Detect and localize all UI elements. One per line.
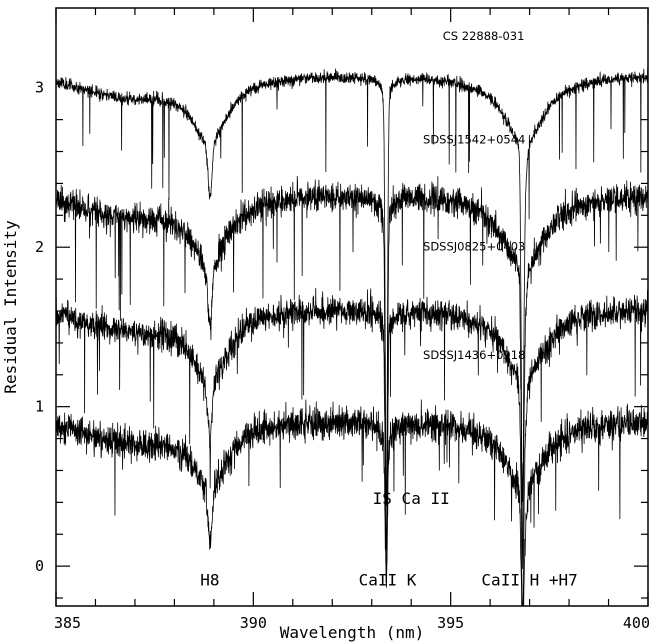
spectrum-line — [55, 399, 649, 607]
y-tick-label: 2 — [35, 238, 44, 256]
spectrum-line — [55, 175, 649, 570]
series-label: SDSSJ1436+0918 — [423, 348, 525, 362]
x-tick-label: 385 — [54, 614, 81, 632]
line-annotation: IS Ca II — [373, 489, 450, 508]
y-tick-label: 1 — [35, 398, 44, 416]
y-tick-label: 0 — [35, 557, 44, 575]
series-label: SDSSJ1542+0544 — [423, 133, 525, 147]
x-tick-label: 390 — [240, 614, 267, 632]
x-tick-label: 400 — [623, 614, 650, 632]
line-annotation: CaII H +H7 — [481, 570, 577, 589]
x-axis-title: Wavelength (nm) — [280, 623, 425, 642]
plot-frame — [55, 7, 649, 607]
spectra-traces — [55, 67, 649, 607]
series-label: CS 22888-031 — [443, 29, 525, 43]
series-label: SDSSJ0825+0403 — [423, 239, 525, 253]
y-tick-label: 3 — [35, 79, 44, 97]
line-annotation: H8 — [200, 570, 219, 589]
chart-labels: 385 390 395 400 0 1 2 3 CS 22888-031 SDSSJ1542+05… — [35, 29, 650, 632]
spectrum-line — [55, 67, 649, 506]
axis-ticks — [55, 8, 649, 606]
x-tick-label: 395 — [437, 614, 464, 632]
line-annotation: CaII K — [359, 570, 417, 589]
y-axis-title: Residual Intensity — [1, 220, 20, 394]
spectrum-line — [55, 287, 649, 607]
